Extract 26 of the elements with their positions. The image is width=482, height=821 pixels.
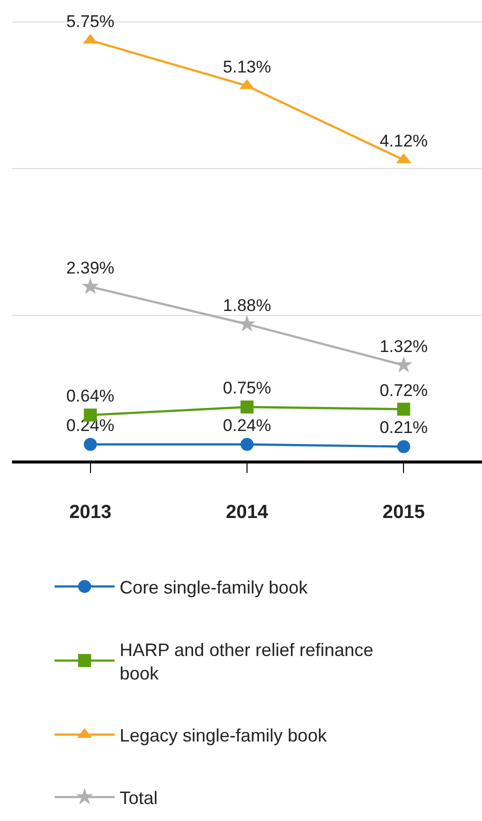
legend-label: Core single-family book [120,577,309,598]
legend-label: HARP and other relief refinance book [120,640,374,684]
data-label: 1.32% [380,336,428,356]
data-label: 0.21% [380,418,428,438]
point [395,356,412,373]
point [82,278,99,294]
data-label: 0.24% [222,416,272,436]
point [397,402,410,416]
point [397,440,410,454]
data-label: 0.75% [222,378,272,398]
point [240,438,254,451]
point [238,315,256,332]
data-label: 2.39% [66,258,114,278]
data-label: 0.64% [66,386,114,406]
data-label: 5.13% [222,57,272,76]
legend-label: Legacy single-family book [120,726,328,746]
x-tick-label: 2015 [382,502,426,523]
data-label: 0.72% [380,380,428,400]
point [240,400,254,414]
legend-label: Total [120,788,158,808]
data-label: 1.88% [222,296,272,315]
x-tick-label: 2013 [69,502,112,523]
data-label: 5.75% [66,12,114,31]
data-label: 4.12% [380,131,428,150]
point [84,438,97,451]
x-tick-label: 2014 [226,502,269,523]
